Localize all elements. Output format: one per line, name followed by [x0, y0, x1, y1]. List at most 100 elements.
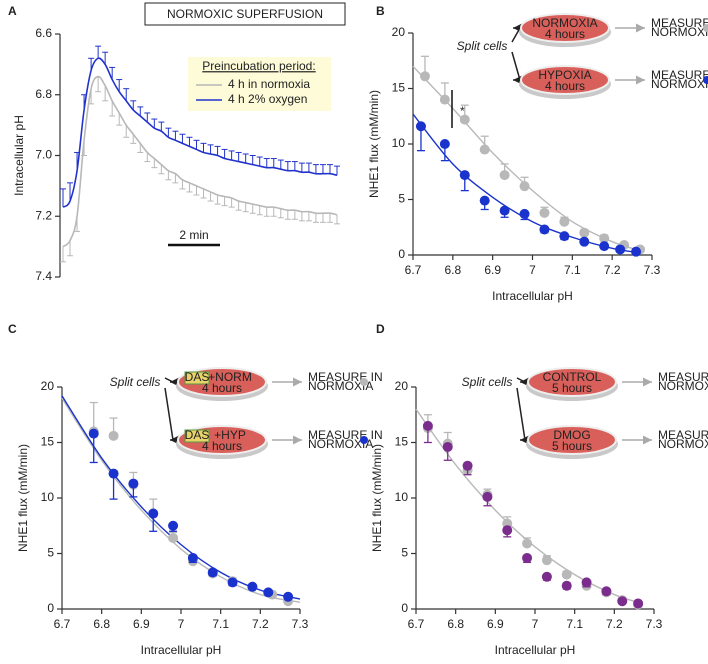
dish-duration: 5 hours [552, 439, 592, 453]
point [263, 587, 274, 598]
measure-label: NORMOXIA [658, 379, 708, 393]
split-label: Split cells [462, 375, 513, 389]
title-box [144, 2, 346, 26]
point [283, 591, 294, 602]
panel-letter: A [8, 4, 17, 18]
point [108, 468, 119, 479]
point [561, 569, 572, 580]
legend-label: 4 h 2% oxygen [228, 92, 307, 106]
point [502, 525, 513, 536]
y-axis-label: NHE1 flux (mM/min) [367, 90, 381, 198]
point [541, 571, 552, 582]
measure-label: NORMOXIA [308, 379, 373, 393]
y-tick-label: 5 [398, 192, 405, 206]
dish-label: NORMOXIA [532, 16, 597, 30]
y-tick-label: 6.8 [35, 87, 52, 101]
x-tick-label: 7.3 [292, 617, 309, 631]
y-tick-label: 7.2 [35, 208, 52, 222]
fit-curve [61, 395, 301, 600]
point [617, 596, 628, 607]
y-tick-label: 7.0 [35, 148, 52, 162]
y-tick-label: 7.4 [35, 269, 52, 283]
point [148, 508, 159, 519]
measure-dot [360, 436, 368, 444]
fit-curve [412, 65, 641, 252]
measure-dot [360, 378, 368, 386]
y-tick-label: 10 [41, 490, 55, 504]
point [539, 224, 550, 235]
fit-curve [412, 113, 641, 254]
point [187, 552, 198, 563]
legend-box [188, 57, 331, 111]
point [522, 538, 533, 549]
x-tick-label: 7.2 [252, 617, 269, 631]
panel-letter: C [8, 322, 17, 336]
y-tick-label: 20 [41, 379, 55, 393]
point [599, 233, 610, 244]
x-axis-label: Intracellular pH [495, 643, 576, 657]
x-tick-label: 7 [529, 263, 536, 277]
point [479, 144, 490, 155]
split-arrow [164, 377, 179, 387]
split-arrow [516, 387, 529, 445]
x-tick-label: 6.8 [447, 617, 464, 631]
dish-label: +HYP [214, 428, 246, 442]
dish [527, 367, 617, 397]
point [541, 555, 552, 566]
legend-title: Preincubation period: [202, 59, 315, 73]
point [499, 170, 510, 181]
x-tick-label: 6.9 [133, 617, 150, 631]
point [462, 460, 473, 471]
point [539, 207, 550, 218]
split-arrow [511, 23, 522, 43]
y-tick-label: 10 [392, 136, 406, 150]
point [88, 428, 99, 439]
measure-dot [703, 24, 708, 32]
y-axis-label: NHE1 flux (mM/min) [16, 444, 30, 552]
dish-prefix: DAS [185, 428, 210, 442]
y-tick-label: 5 [47, 546, 54, 560]
point [168, 520, 179, 531]
measure-label: MEASURE IN [651, 16, 708, 30]
x-tick-label: 7 [178, 617, 185, 631]
measure-label: NORMOXIA [308, 437, 373, 451]
point [482, 491, 493, 502]
point [579, 236, 590, 247]
point [599, 241, 610, 252]
dish-duration: 4 hours [202, 381, 242, 395]
y-tick-label: 0 [47, 601, 54, 615]
dish-duration: 4 hours [545, 79, 585, 93]
x-tick-label: 7.3 [644, 263, 661, 277]
x-tick-label: 7.1 [566, 617, 583, 631]
measure-label: MEASURE IN [658, 428, 708, 442]
x-tick-label: 7.2 [606, 617, 623, 631]
point [442, 441, 453, 452]
point [247, 581, 258, 592]
y-tick-label: 20 [392, 25, 406, 39]
point [499, 205, 510, 216]
dish-label: DMOG [553, 428, 590, 442]
x-axis-label: Intracellular pH [141, 643, 222, 657]
x-tick-label: 6.8 [444, 263, 461, 277]
y-tick-label: 15 [392, 81, 406, 95]
point [459, 114, 470, 125]
split-label: Split cells [110, 375, 161, 389]
y-tick-label: 6.6 [35, 26, 52, 40]
split-arrow [164, 387, 179, 445]
point [601, 586, 612, 597]
y-tick-label: 0 [401, 601, 408, 615]
fit-curve [61, 397, 301, 604]
point [522, 552, 533, 563]
series-line [62, 57, 338, 208]
point [579, 227, 590, 238]
dish-duration: 5 hours [552, 381, 592, 395]
y-tick-label: 20 [395, 379, 409, 393]
x-axis-label: Intracellular pH [492, 289, 573, 303]
dish-label: HYPOXIA [538, 68, 591, 82]
point [519, 208, 530, 219]
x-tick-label: 6.9 [487, 617, 504, 631]
point [227, 577, 238, 588]
x-tick-label: 7.3 [646, 617, 663, 631]
panel-letter: D [376, 322, 385, 336]
